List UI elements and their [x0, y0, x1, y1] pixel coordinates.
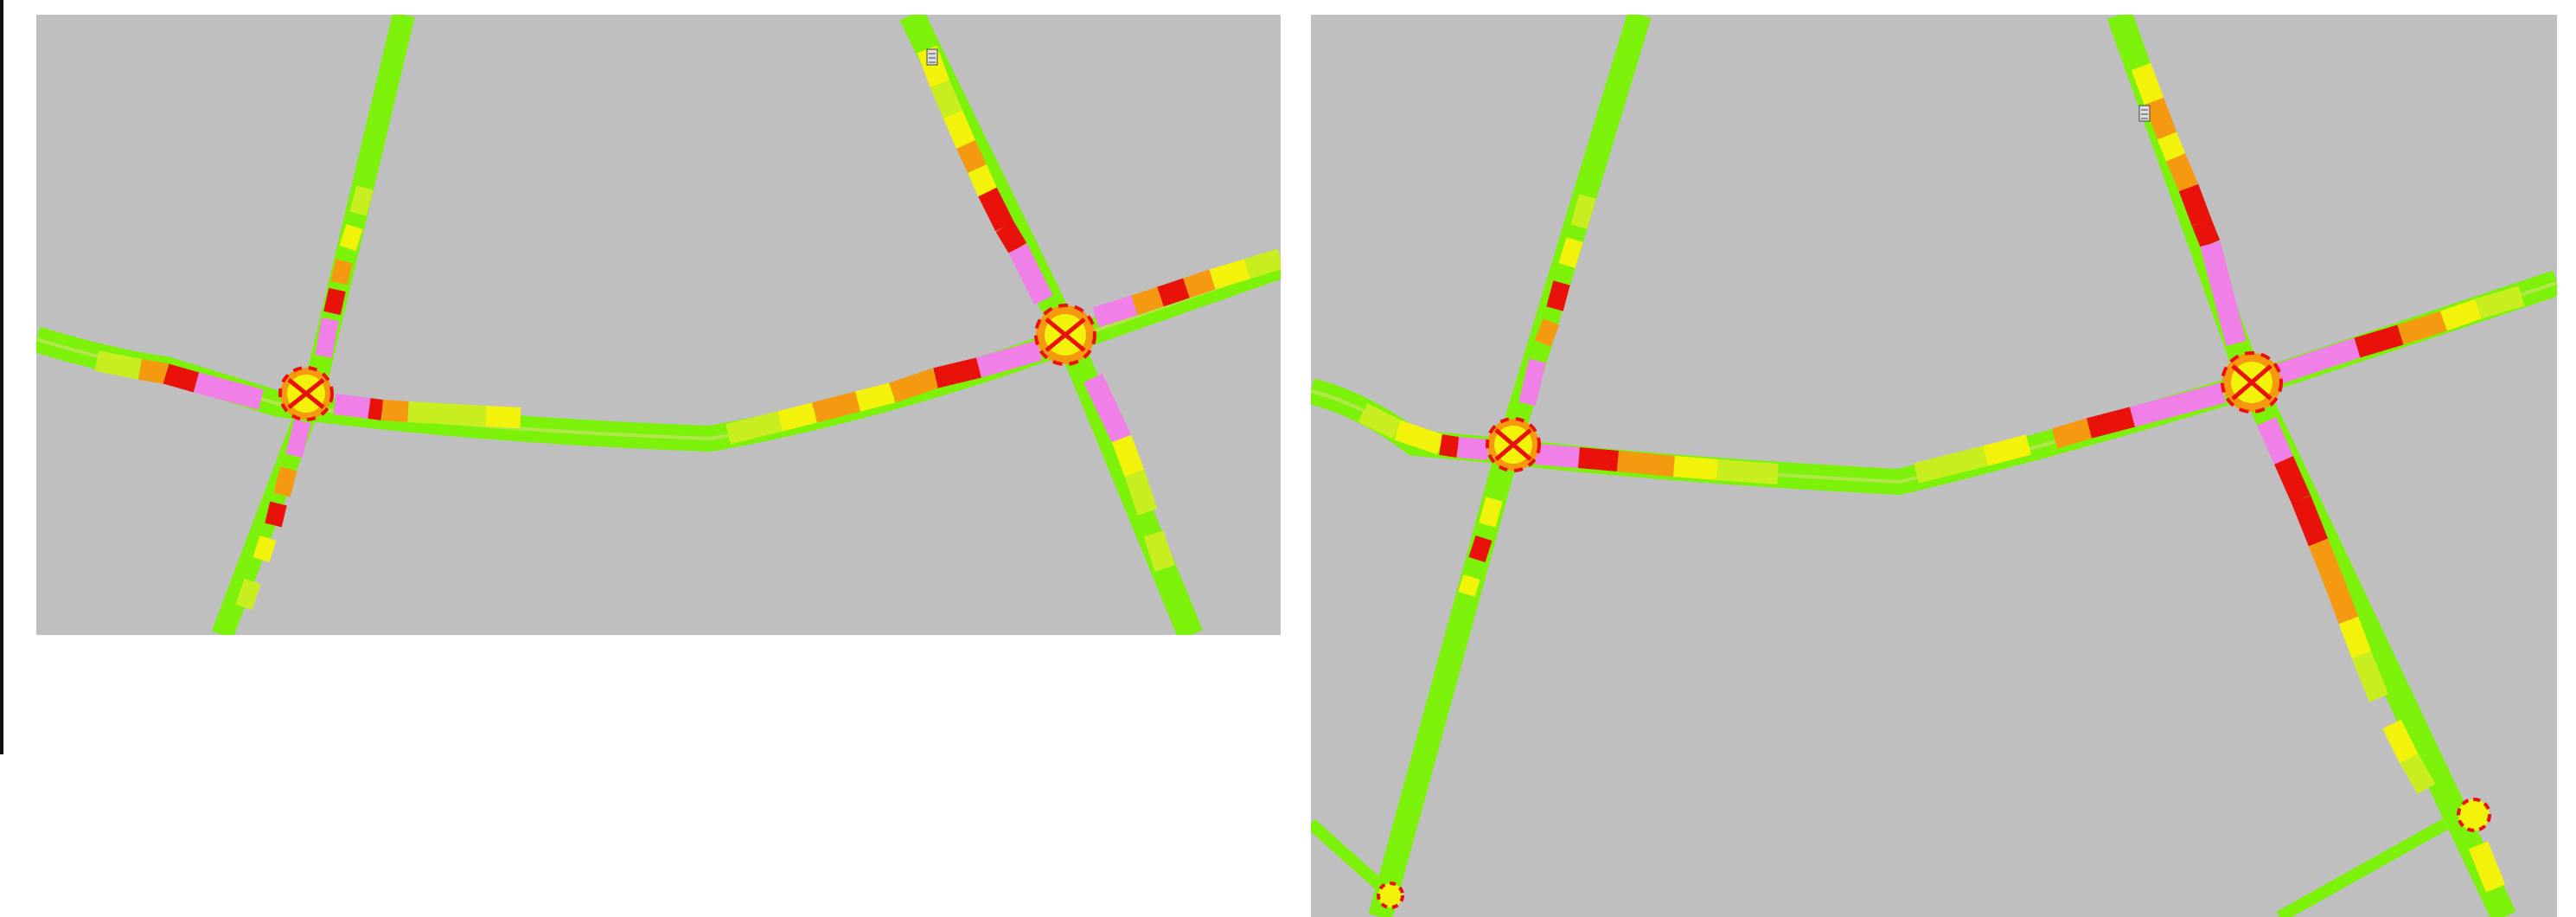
- map-view-right[interactable]: [1311, 15, 2557, 917]
- intersection-bottom-right[interactable]: [2457, 798, 2491, 832]
- intersection-right[interactable]: [2221, 351, 2283, 414]
- intersection-left[interactable]: [278, 366, 334, 421]
- road-branch-bottom-left: [1311, 818, 1397, 902]
- traffic-detector-icon: [926, 48, 938, 66]
- intersection-bottom-left[interactable]: [1377, 882, 1404, 909]
- road-network-left: [36, 15, 1281, 635]
- map-view-left[interactable]: [36, 15, 1281, 635]
- intersection-right[interactable]: [1034, 304, 1096, 366]
- intersection-left[interactable]: [1486, 417, 1541, 472]
- left-edge-line: [0, 0, 3, 754]
- road-branch-bottom-right: [2276, 805, 2473, 917]
- road-vertical-left: [211, 15, 415, 635]
- road-network-right: [1311, 15, 2557, 917]
- traffic-detector-icon: [2138, 105, 2151, 122]
